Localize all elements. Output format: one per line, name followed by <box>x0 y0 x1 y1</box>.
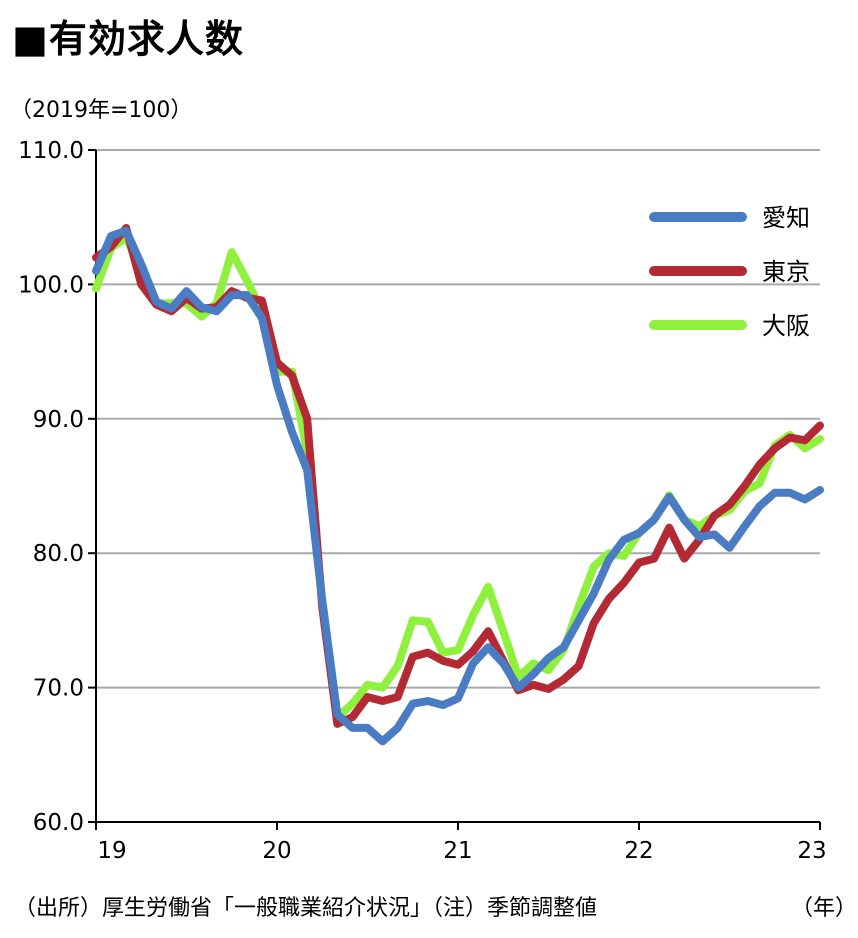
y-axis-unit-label: （2019年=100） <box>10 98 193 123</box>
y-tick-label: 100.0 <box>18 272 84 298</box>
y-tick-label: 90.0 <box>33 407 84 433</box>
y-tick-label: 70.0 <box>33 676 84 702</box>
x-axis-unit-label: （年） <box>791 896 858 921</box>
series-lines <box>92 223 824 746</box>
chart-title: ■有効求人数 <box>12 17 244 61</box>
axes <box>95 150 820 823</box>
y-tick-label: 60.0 <box>33 810 84 836</box>
source-note: （出所）厚生労働省「一般職業紹介状況」（注）季節調整値 <box>14 896 598 921</box>
x-tick-label: 21 <box>443 838 472 864</box>
y-axis-ticks: 60.0 70.0 80.0 90.0 100.0 110.0 <box>18 138 96 836</box>
x-tick-label: 19 <box>97 838 126 864</box>
legend-label: 大阪 <box>762 312 810 340</box>
x-tick-label: 23 <box>797 838 826 864</box>
legend-label: 愛知 <box>762 204 810 232</box>
legend-label: 東京 <box>762 258 810 286</box>
x-tick-label: 22 <box>624 838 653 864</box>
x-tick-label: 20 <box>262 838 291 864</box>
line-chart: 60.0 70.0 80.0 90.0 100.0 110.0 19 20 21 22 23 愛知… <box>18 138 827 864</box>
y-tick-label: 110.0 <box>18 138 84 164</box>
gridlines <box>96 149 820 689</box>
y-tick-label: 80.0 <box>33 541 84 567</box>
series-line-0 <box>92 226 824 746</box>
x-axis-ticks: 19 20 21 22 23 <box>95 822 827 864</box>
